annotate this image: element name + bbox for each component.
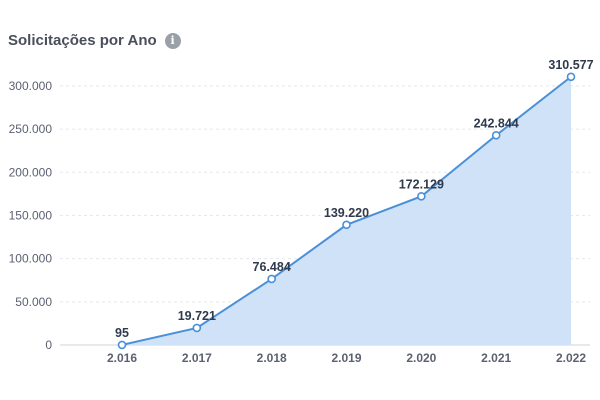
chart-title: Solicitações por Ano	[8, 32, 157, 49]
data-point	[192, 323, 202, 333]
data-label: 19.721	[178, 309, 216, 323]
data-point	[267, 274, 276, 284]
data-point	[342, 220, 351, 230]
y-tick-label: 200.000	[9, 165, 53, 179]
y-tick-label: 50.000	[15, 295, 52, 309]
data-point	[117, 340, 127, 350]
x-tick-label: 2.016	[107, 351, 137, 365]
data-label: 95	[115, 326, 129, 340]
x-tick-label: 2.021	[481, 351, 511, 365]
x-tick-label: 2.020	[406, 351, 436, 365]
x-tick-label: 2.019	[331, 351, 361, 365]
info-icon[interactable]: i	[164, 32, 181, 49]
x-tick-label: 2.017	[182, 351, 212, 365]
y-tick-label: 100.000	[9, 252, 53, 266]
data-label: 76.484	[253, 260, 291, 274]
y-tick-label: 0	[45, 338, 52, 352]
data-point	[417, 192, 426, 201]
area-fill	[122, 76, 571, 345]
x-tick-label: 2.022	[556, 351, 586, 365]
chart-header: Solicitações por Ano i	[8, 32, 181, 49]
data-label: 310.577	[548, 58, 593, 72]
y-tick-label: 250.000	[9, 122, 53, 136]
data-point	[566, 72, 576, 82]
x-tick-label: 2.018	[257, 351, 287, 365]
y-tick-label: 300.000	[9, 79, 53, 93]
data-label: 139.220	[324, 206, 369, 220]
y-tick-label: 150.000	[9, 208, 53, 222]
data-label: 172.129	[399, 177, 444, 191]
data-point	[491, 130, 501, 140]
data-label: 242.844	[474, 116, 519, 130]
